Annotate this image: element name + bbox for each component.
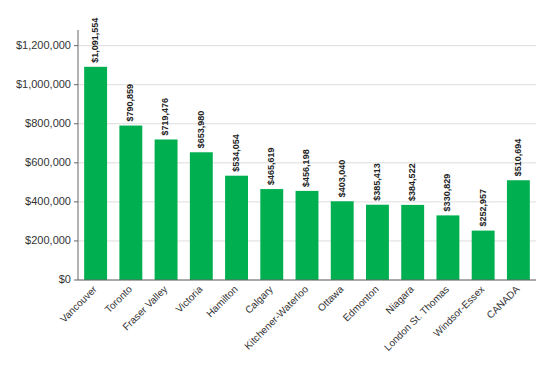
data-label: $252,957: [478, 189, 488, 227]
data-label: $1,091,554: [90, 18, 100, 63]
data-label: $510,694: [513, 139, 523, 177]
y-grid: [78, 46, 536, 280]
bar: [190, 152, 213, 280]
x-axis: VancouverTorontoFraser ValleyVictoriaHam…: [58, 283, 522, 353]
y-tick: [74, 280, 78, 281]
bar: [401, 205, 424, 280]
bar: [260, 189, 283, 280]
grid-line: [78, 280, 536, 281]
y-tick: [74, 201, 78, 202]
y-tick: [74, 162, 78, 163]
grid-line: [78, 84, 536, 85]
y-tick-label: $200,000: [25, 234, 71, 246]
x-tick-label: London St. Thomas: [382, 284, 451, 353]
data-label: $534,054: [231, 134, 241, 172]
bar: [331, 201, 354, 280]
data-label: $790,859: [125, 84, 135, 122]
y-tick: [74, 45, 78, 46]
bars: [84, 67, 530, 280]
x-tick-label: Victoria: [173, 283, 205, 315]
grid-line: [78, 123, 536, 124]
x-tick-label: Vancouver: [58, 283, 100, 325]
y-tick-label: $800,000: [25, 117, 71, 129]
bar: [472, 231, 495, 280]
y-tick-label: $1,200,000: [16, 39, 71, 51]
data-label: $465,619: [266, 148, 276, 186]
data-labels: $1,091,554 $790,859 $719,476 $653,980 $534,0…: [90, 18, 523, 227]
x-axis-line: [78, 280, 536, 281]
x-tick-label: Niagara: [383, 283, 416, 316]
y-tick-label: $0: [59, 273, 71, 285]
y-tick-label: $1,000,000: [16, 78, 71, 90]
bar: [296, 191, 319, 280]
chart-container: $0 $200,000 $400,000 $600,000 $800,000 $1,000…: [0, 0, 550, 380]
bar: [225, 176, 248, 280]
x-tick-label: Hamilton: [204, 284, 240, 320]
x-tick-label: Kitchener-Waterloo: [242, 283, 310, 351]
bar: [155, 139, 178, 280]
x-tick-label: CANADA: [484, 283, 521, 320]
y-tick: [74, 123, 78, 124]
chart-svg: $0 $200,000 $400,000 $600,000 $800,000 $1,000…: [0, 0, 550, 380]
y-tick: [74, 84, 78, 85]
bar: [119, 126, 142, 280]
bar: [366, 205, 389, 280]
bar: [436, 215, 459, 280]
y-tick: [74, 240, 78, 241]
y-tick-label: $600,000: [25, 156, 71, 168]
x-tick-label: Edmonton: [341, 284, 381, 324]
y-axis: $0 $200,000 $400,000 $600,000 $800,000 $1,000…: [16, 39, 78, 285]
data-label: $653,980: [196, 111, 206, 149]
data-label: $384,522: [407, 163, 417, 201]
bar: [84, 67, 107, 280]
data-label: $403,040: [337, 160, 347, 198]
x-tick-label: Fraser Valley: [120, 284, 169, 333]
data-label: $385,413: [372, 163, 382, 201]
x-tick-label: Ottawa: [315, 283, 345, 313]
x-tick-label: Calgary: [243, 284, 275, 316]
data-label: $456,198: [301, 149, 311, 187]
x-tick-label: Windsor-Essex: [431, 284, 486, 339]
data-label: $719,476: [160, 98, 170, 136]
y-tick-label: $400,000: [25, 195, 71, 207]
y-axis-line: [78, 30, 79, 280]
x-tick-label: Toronto: [103, 283, 135, 315]
bar: [507, 180, 530, 280]
grid-line: [78, 45, 536, 46]
data-label: $330,829: [442, 174, 452, 212]
